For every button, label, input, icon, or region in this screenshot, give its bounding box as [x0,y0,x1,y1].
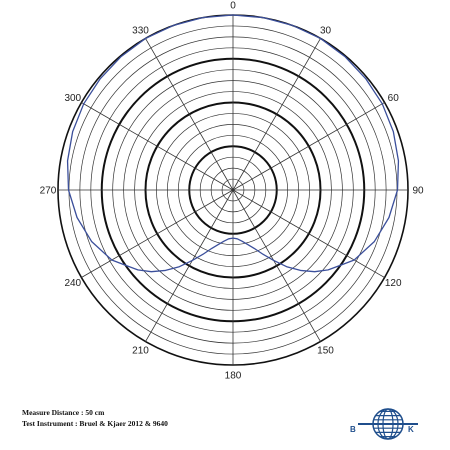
logo-letter-k: K [408,425,414,434]
angle-label-30: 30 [320,25,332,36]
grid-spoke [232,102,385,191]
angle-label-0: 0 [230,1,236,12]
angle-label-210: 210 [132,346,149,357]
series-line-0 [66,14,400,273]
logo-letter-b: B [350,425,356,434]
angle-label-150: 150 [317,346,334,357]
angle-label-270: 270 [40,186,57,197]
angle-labels: 0 30 60 90 120 150 180 210 240 270 300 330 [40,1,424,382]
grid-spoke [232,189,385,278]
series-group [66,14,400,273]
grid-spoke [145,189,234,342]
grid-spoke [81,189,234,278]
test-instrument-caption: Test Instrument : Bruel & Kjaer 2012 & 9… [22,419,168,428]
angle-label-240: 240 [64,278,81,289]
measure-distance-caption: Measure Distance : 50 cm [22,408,105,417]
globe-logo-icon [358,408,418,440]
angle-label-330: 330 [132,25,149,36]
angle-label-180: 180 [225,371,242,382]
grid-spoke [145,38,234,191]
bk-globe-logo-icon: B K [350,408,418,440]
grid-spoke [81,102,234,191]
angle-label-90: 90 [412,186,424,197]
grid-spoke [232,38,321,191]
angle-label-120: 120 [385,278,402,289]
angle-label-60: 60 [388,93,400,104]
grid-spokes [58,15,408,365]
grid-spoke [232,189,321,342]
angle-label-300: 300 [64,93,81,104]
